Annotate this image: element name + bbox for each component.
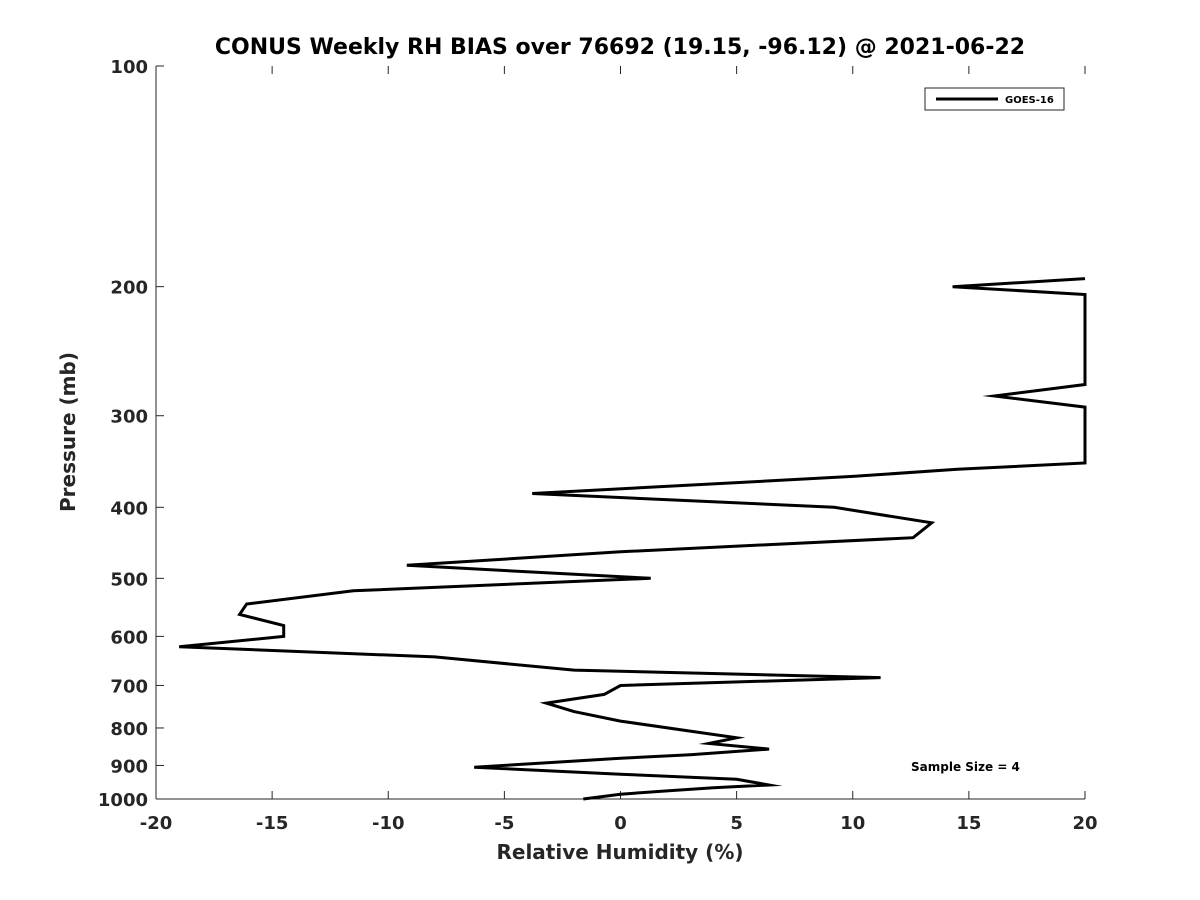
chart-title: CONUS Weekly RH BIAS over 76692 (19.15, … [215, 35, 1025, 60]
x-tick-label: -5 [494, 813, 514, 834]
y-tick-label: 400 [110, 498, 148, 519]
y-axis-label: Pressure (mb) [56, 352, 80, 512]
x-tick-label: 10 [840, 813, 865, 834]
y-tick-label: 200 [110, 278, 148, 299]
x-axis-ticks: -20 -15 -10 -5 0 5 10 15 20 [140, 66, 1098, 834]
y-tick-label: 100 [110, 57, 148, 78]
y-tick-label: 800 [110, 719, 148, 740]
x-tick-label: 15 [956, 813, 981, 834]
x-tick-label: -15 [256, 813, 289, 834]
y-tick-label: 700 [110, 676, 148, 697]
sample-size-annotation: Sample Size = 4 [911, 760, 1020, 774]
x-tick-label: 5 [730, 813, 743, 834]
x-axis-label: Relative Humidity (%) [496, 840, 743, 864]
y-tick-label: 500 [110, 569, 148, 590]
series-line-goes-16 [179, 277, 1087, 801]
x-tick-label: -20 [140, 813, 173, 834]
plot-area: -20 -15 -10 -5 0 5 10 15 20 100 200 300 400 500 600 70… [98, 57, 1098, 834]
series-layer [179, 277, 1087, 801]
y-axis-ticks: 100 200 300 400 500 600 700 800 900 1000 [98, 57, 164, 811]
y-tick-label: 900 [110, 756, 148, 777]
y-tick-label: 600 [110, 627, 148, 648]
legend-label-goes-16: GOES-16 [1005, 95, 1054, 106]
y-tick-label: 1000 [98, 790, 148, 811]
x-tick-label: 0 [614, 813, 627, 834]
x-tick-label: 20 [1072, 813, 1097, 834]
x-tick-label: -10 [372, 813, 405, 834]
legend: GOES-16 [924, 87, 1065, 111]
y-tick-label: 300 [110, 407, 148, 428]
